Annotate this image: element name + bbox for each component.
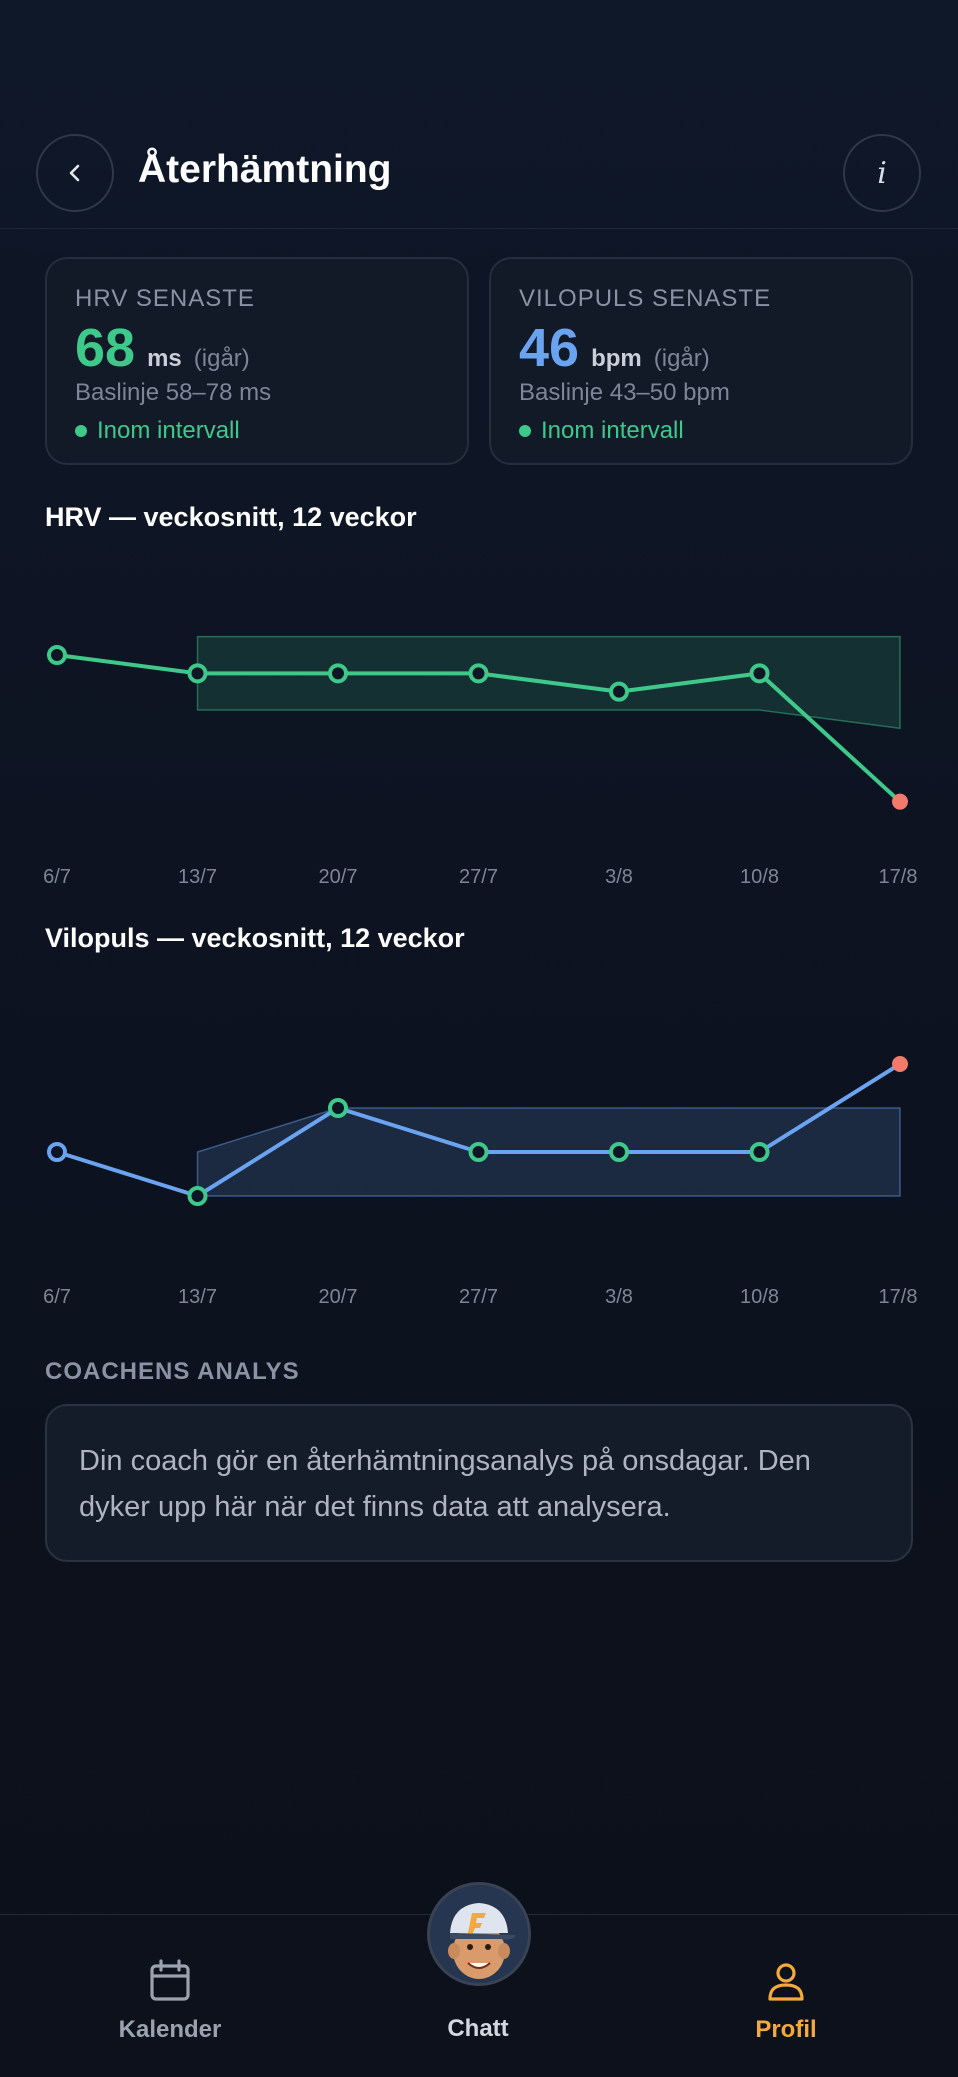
hrv-card: HRV SENASTE 68 ms (igår) Baslinje 58–78 … [45, 257, 469, 465]
x-tick-label: 20/7 [319, 866, 358, 888]
x-tick-label: 3/8 [605, 866, 633, 888]
x-tick-label: 13/7 [178, 866, 217, 888]
x-tick-label: 17/8 [879, 866, 918, 888]
rhr-card: VILOPULS SENASTE 46 bpm (igår) Baslinje … [489, 257, 913, 465]
hrv-value: 68 [75, 318, 136, 378]
rhr-chart: 6/7 13/7 20/7 27/7 3/8 10/8 17/8 [43, 1056, 918, 1308]
rhr-when: (igår) [653, 345, 710, 372]
coach-section-label: COACHENS ANALYS [45, 1358, 300, 1385]
x-tick-label: 6/7 [43, 866, 71, 888]
x-tick-label: 27/7 [459, 866, 498, 888]
coach-avatar[interactable] [427, 1882, 531, 1986]
x-tick-label: 17/8 [879, 1286, 918, 1308]
data-point [749, 663, 770, 684]
x-tick-label: 20/7 [319, 1286, 358, 1308]
x-tick-label: 3/8 [605, 1286, 633, 1308]
hrv-chart: 6/7 13/7 20/7 27/7 3/8 10/8 17/8 [43, 635, 918, 888]
rhr-status-text: Inom intervall [541, 417, 684, 444]
x-tick-label: 10/8 [740, 1286, 779, 1308]
tab-kalender[interactable]: Kalender [60, 1959, 280, 2044]
coach-avatar-illustration [430, 1885, 528, 1983]
data-point [328, 1098, 348, 1118]
hrv-status-text: Inom intervall [97, 417, 240, 444]
x-tick-label: 27/7 [459, 1286, 498, 1308]
hrv-baseline: Baslinje 58–78 ms [75, 379, 272, 406]
rhr-value-row: 46 bpm (igår) [519, 317, 911, 378]
calendar-icon [150, 1959, 190, 2001]
data-point [468, 1142, 489, 1162]
data-point [609, 1142, 629, 1162]
data-point [328, 663, 348, 684]
tab-profil-label: Profil [755, 2016, 817, 2043]
data-point [47, 645, 67, 665]
rhr-value: 46 [519, 318, 580, 378]
data-point [609, 681, 629, 702]
header-bar: Återhämtning i [0, 128, 958, 229]
info-icon: i [877, 155, 887, 191]
coach-analysis-card: Din coach gör en återhämtningsanalys på … [45, 1404, 913, 1562]
chevron-left-icon [69, 164, 80, 182]
hrv-chart-title: HRV — veckosnitt, 12 veckor [45, 502, 417, 532]
tab-kalender-label: Kalender [118, 2016, 222, 2043]
person-icon [768, 1963, 804, 2001]
hrv-unit: ms [147, 345, 182, 372]
tab-profil[interactable]: Profil [676, 1959, 896, 2044]
latest-point [892, 1056, 908, 1072]
status-dot-icon [519, 425, 531, 437]
rhr-chart-title: Vilopuls — veckosnitt, 12 veckor [45, 923, 465, 953]
hrv-when: (igår) [193, 345, 250, 372]
coach-analysis-text: Din coach gör en återhämtningsanalys på … [79, 1445, 811, 1523]
rhr-unit: bpm [591, 345, 642, 372]
status-dot-icon [75, 425, 87, 437]
data-point [749, 1142, 770, 1162]
rhr-card-label: VILOPULS SENASTE [519, 285, 772, 312]
tab-chatt-label: Chatt [447, 2015, 509, 2042]
rhr-status: Inom intervall [519, 417, 911, 445]
data-point [187, 1186, 208, 1206]
back-button[interactable] [36, 134, 114, 212]
hrv-value-row: 68 ms (igår) [75, 317, 467, 378]
latest-point [892, 793, 908, 810]
data-point [47, 1142, 67, 1162]
x-tick-label: 6/7 [43, 1286, 71, 1308]
x-tick-label: 10/8 [740, 866, 779, 888]
info-button[interactable]: i [843, 134, 921, 212]
page-title: Återhämtning [138, 148, 392, 191]
hrv-card-label: HRV SENASTE [75, 285, 255, 312]
tab-chatt[interactable]: Chatt [368, 2007, 588, 2043]
data-point [468, 663, 489, 684]
data-point [187, 663, 208, 684]
hrv-status: Inom intervall [75, 417, 467, 445]
rhr-baseline: Baslinje 43–50 bpm [519, 379, 730, 406]
x-tick-label: 13/7 [178, 1286, 217, 1308]
